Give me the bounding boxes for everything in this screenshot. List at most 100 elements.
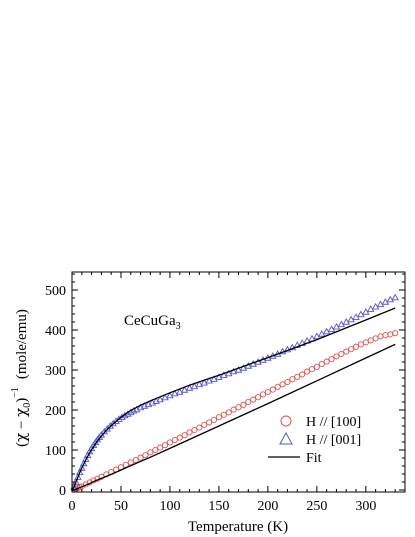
axis-ticks: 0 50 100 150 200 250 300 0 100 200 300 400 500 (45, 272, 405, 514)
data-point-h100 (255, 394, 262, 401)
chart-annotation: CeCuGa3 (124, 313, 181, 332)
legend-label: H // [100] (306, 415, 361, 430)
data-point-h100 (357, 341, 364, 348)
data-point-h100 (392, 330, 399, 337)
legend-label: Fit (306, 451, 322, 466)
data-point-h001 (185, 384, 194, 391)
data-point-h100 (323, 358, 330, 365)
plot-marks (70, 293, 399, 493)
data-point-h001 (171, 389, 179, 397)
data-point-h100 (348, 346, 355, 353)
data-point-h001 (357, 310, 365, 318)
data-point-h100 (147, 449, 154, 456)
data-point-h001 (161, 393, 169, 401)
data-point-h100 (313, 363, 320, 370)
y-label-chi0: χ (12, 408, 30, 417)
data-point-h001 (210, 375, 218, 382)
data-point-h100 (210, 416, 218, 424)
data-point-h100 (132, 456, 139, 464)
data-point-h100 (269, 386, 276, 393)
data-point-h001 (376, 300, 385, 308)
data-point-h100 (225, 409, 232, 416)
data-point-h001 (195, 380, 204, 388)
data-point-h001 (229, 367, 238, 375)
x-axis-label: Temperature (K) (188, 519, 288, 535)
data-point-h001 (347, 315, 355, 323)
x-tick-label: 200 (257, 499, 278, 514)
data-point-h100 (289, 376, 296, 383)
data-point-h100 (284, 378, 291, 386)
data-point-h001 (381, 298, 390, 305)
data-point-h100 (186, 429, 193, 436)
data-point-h100 (264, 388, 271, 396)
data-point-h001 (337, 320, 346, 328)
data-point-h100 (362, 339, 369, 346)
data-point-h001 (313, 332, 321, 340)
data-point-h001 (288, 343, 297, 351)
y-label-chi: χ (12, 433, 30, 442)
data-point-h001 (76, 468, 84, 476)
data-point-h100 (215, 414, 222, 421)
annotation-base: CeCuGa (124, 313, 176, 329)
data-point-h100 (181, 432, 188, 439)
data-point-h100 (157, 444, 164, 451)
data-point-h001 (391, 293, 399, 301)
y-label-close: ) (14, 398, 30, 403)
data-point-h001 (200, 378, 208, 386)
data-point-h100 (161, 442, 169, 449)
data-point-h100 (240, 401, 247, 408)
data-point-h001 (371, 302, 380, 310)
data-point-h100 (318, 360, 325, 368)
x-tick-label: 250 (306, 499, 327, 514)
data-point-h001 (386, 295, 395, 303)
data-point-h100 (279, 381, 286, 388)
data-point-h001 (317, 330, 326, 337)
y-axis-label: (χ − χ0)−1(mole/emu) (10, 309, 33, 447)
data-point-h100 (142, 452, 149, 459)
data-point-h100 (299, 371, 306, 378)
legend: H // [100] H // [001] Fit (268, 415, 361, 466)
y-label-chi0-sub: 0 (22, 403, 33, 408)
data-point-h100 (250, 396, 257, 403)
data-point-h001 (78, 464, 86, 471)
data-point-h100 (274, 383, 281, 390)
x-tick-label: 50 (114, 499, 128, 514)
data-point-h001 (366, 305, 375, 312)
x-tick-label: 100 (159, 499, 180, 514)
data-point-h001 (327, 325, 336, 332)
y-label-units: (mole/emu) (14, 309, 30, 379)
data-point-h001 (224, 369, 233, 377)
data-point-h001 (205, 376, 213, 384)
data-point-h001 (180, 386, 189, 393)
legend-circle-icon (280, 415, 292, 427)
data-point-h100 (328, 356, 335, 363)
data-point-h001 (175, 388, 184, 395)
x-tick-label: 300 (355, 499, 376, 514)
data-point-h100 (196, 424, 203, 431)
data-point-h100 (338, 350, 345, 358)
x-tick-label: 150 (208, 499, 229, 514)
data-point-h001 (129, 406, 138, 414)
data-point-h001 (156, 395, 164, 403)
y-tick-label: 400 (45, 324, 66, 339)
data-point-h100 (166, 439, 173, 446)
data-point-h100 (176, 434, 183, 441)
annotation-subscript: 3 (176, 321, 181, 332)
data-point-h001 (215, 373, 223, 380)
fit-line (71, 307, 396, 490)
data-point-h100 (343, 348, 350, 355)
data-point-h100 (152, 446, 159, 454)
data-point-h100 (230, 406, 237, 413)
data-point-h001 (166, 391, 174, 399)
y-tick-label: 100 (45, 444, 66, 459)
data-point-h100 (206, 419, 213, 426)
data-point-h001 (115, 415, 123, 422)
y-tick-label: 200 (45, 404, 66, 419)
legend-label: H // [001] (306, 433, 361, 448)
data-point-h001 (322, 327, 331, 335)
data-point-h100 (259, 391, 267, 398)
data-point-h100 (220, 411, 227, 418)
data-point-h100 (171, 436, 178, 444)
data-point-h001 (342, 318, 351, 325)
data-point-h001 (79, 459, 88, 467)
